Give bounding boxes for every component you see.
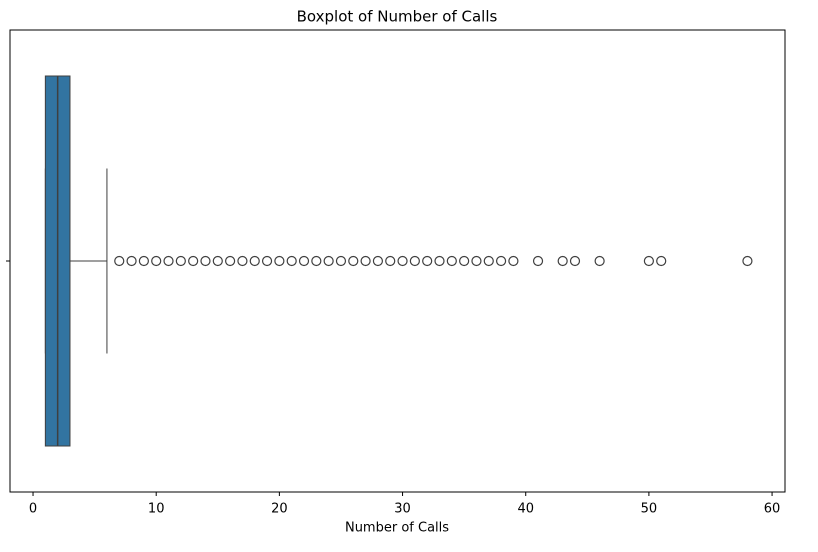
outlier <box>360 255 371 267</box>
x-tick-label: 0 <box>29 502 37 517</box>
outlier <box>200 255 211 267</box>
outlier <box>385 255 396 267</box>
x-tick-label: 30 <box>394 502 411 517</box>
outlier <box>471 255 482 267</box>
outlier <box>569 255 581 267</box>
outlier <box>422 255 433 267</box>
x-tick-label: 40 <box>517 502 534 517</box>
outlier <box>286 255 297 267</box>
outlier <box>742 255 753 267</box>
x-tick-label: 10 <box>148 502 165 517</box>
outlier <box>372 255 384 267</box>
outlier <box>175 255 186 267</box>
outlier <box>557 255 568 267</box>
outlier <box>311 255 322 267</box>
x-tick-label: 60 <box>764 502 781 517</box>
outlier <box>126 255 137 267</box>
outlier <box>163 255 174 267</box>
outlier <box>188 255 199 267</box>
outlier <box>274 255 285 267</box>
chart-title: Boxplot of Number of Calls <box>297 8 498 26</box>
outlier <box>495 255 507 267</box>
outlier <box>459 255 470 267</box>
outlier <box>434 255 445 267</box>
outlier <box>348 255 359 267</box>
x-axis-label: Number of Calls <box>345 521 449 536</box>
outlier <box>249 255 260 267</box>
outlier <box>138 255 149 267</box>
outlier <box>508 255 519 267</box>
x-tick-label: 20 <box>271 502 288 517</box>
outlier <box>298 255 310 267</box>
plot-frame <box>9 29 786 493</box>
outlier <box>483 255 494 267</box>
outlier <box>212 255 223 267</box>
outlier <box>397 255 408 267</box>
outlier <box>114 255 125 267</box>
outlier <box>594 255 605 267</box>
outlier <box>532 255 544 267</box>
outlier <box>237 255 248 267</box>
outlier <box>643 255 654 267</box>
outlier <box>335 255 347 267</box>
outlier <box>261 255 273 267</box>
outlier <box>225 255 236 267</box>
outlier <box>409 255 420 267</box>
outlier <box>151 255 162 267</box>
outlier <box>323 255 334 267</box>
outlier <box>656 255 667 267</box>
outlier <box>446 255 457 267</box>
x-tick-label: 50 <box>641 502 658 517</box>
